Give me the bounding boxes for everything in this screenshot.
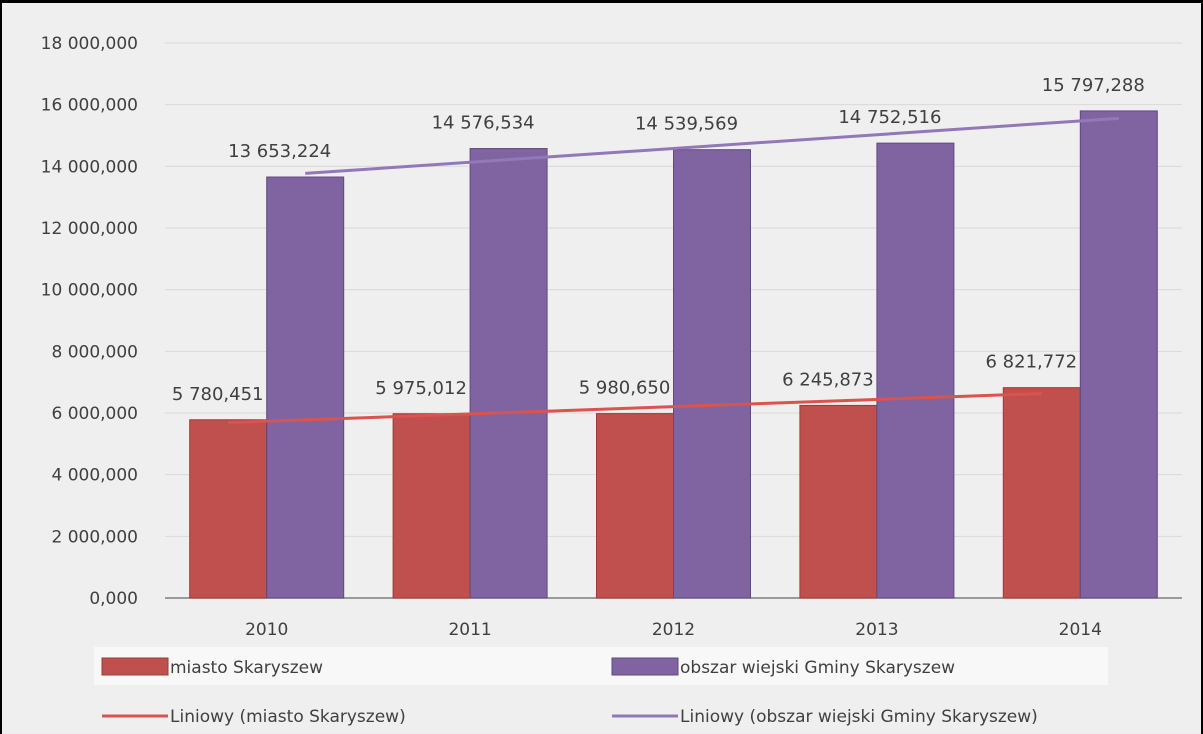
data-label: 5 780,451: [172, 384, 264, 405]
trendline: [305, 116, 1119, 175]
x-tick-label: 2013: [855, 620, 898, 640]
bar-miasto: [1002, 387, 1081, 599]
x-tick-label: 2014: [1059, 620, 1102, 640]
bar-chart: 0,000 2 000,000 4 000,000 6 000,000 8 000,00…: [41, 34, 1182, 727]
data-label: 14 576,534: [432, 113, 535, 134]
bar-miasto: [189, 419, 268, 599]
y-tick-label: 14 000,000: [41, 157, 138, 177]
legend-label: Liniowy (obszar wiejski Gminy Skaryszew): [680, 707, 1038, 727]
trendline: [228, 392, 1042, 425]
legend-background: [94, 647, 1108, 685]
legend-label: miasto Skaryszew: [170, 658, 323, 678]
trendlines: [228, 116, 1119, 425]
bar-obszar: [673, 149, 751, 599]
legend-swatch-miasto: [101, 657, 169, 676]
bar-miasto: [392, 413, 471, 599]
bar-obszar: [876, 142, 955, 599]
bar-obszar: [266, 176, 345, 599]
data-labels: 5 780,451 5 975,012 5 980,650 6 245,873 6 82…: [172, 75, 1145, 405]
y-tick-label: 4 000,000: [51, 466, 138, 486]
y-tick-label: 10 000,000: [41, 281, 138, 301]
y-tick-label: 8 000,000: [51, 342, 138, 362]
data-label: 5 980,650: [579, 378, 671, 399]
bars: [189, 110, 1158, 599]
data-label: 14 539,569: [635, 114, 738, 135]
x-tick-label: 2012: [652, 620, 695, 640]
y-tick-label: 12 000,000: [41, 219, 138, 239]
legend-label: obszar wiejski Gminy Skaryszew: [680, 658, 955, 678]
y-tick-label: 16 000,000: [41, 96, 138, 116]
y-tick-label: 2 000,000: [51, 527, 138, 547]
bar-miasto: [596, 413, 674, 599]
x-tick-label: 2010: [245, 620, 288, 640]
legend: miasto Skaryszew obszar wiejski Gminy Ska…: [94, 647, 1108, 727]
data-label: 6 821,772: [985, 352, 1077, 373]
y-tick-label: 18 000,000: [41, 34, 138, 54]
bar-obszar: [1079, 110, 1158, 599]
legend-label: Liniowy (miasto Skaryszew): [170, 707, 406, 727]
y-tick-label: 0,000: [89, 589, 138, 609]
y-tick-label: 6 000,000: [51, 404, 138, 424]
bar-miasto: [799, 404, 878, 599]
y-axis-ticks: 0,000 2 000,000 4 000,000 6 000,000 8 000,00…: [41, 34, 138, 609]
data-label: 5 975,012: [375, 378, 467, 399]
x-tick-label: 2011: [448, 620, 491, 640]
data-label: 14 752,516: [838, 107, 941, 128]
x-axis-ticks: 2010 2011 2012 2013 2014: [245, 620, 1102, 640]
data-label: 6 245,873: [782, 369, 874, 390]
legend-swatch-obszar: [611, 657, 679, 676]
bar-obszar: [469, 148, 548, 599]
data-label: 15 797,288: [1042, 75, 1145, 96]
data-label: 13 653,224: [228, 141, 331, 162]
